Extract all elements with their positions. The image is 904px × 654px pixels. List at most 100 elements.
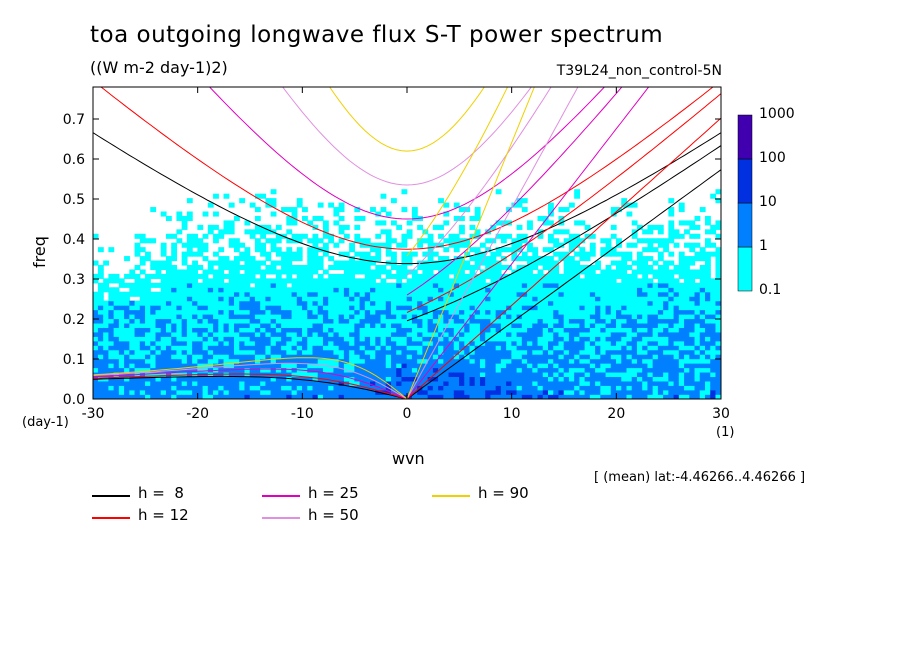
heatmap-cell <box>647 282 654 288</box>
heatmap-cell <box>124 380 130 386</box>
heatmap-cell <box>647 247 654 253</box>
heatmap-cell <box>223 256 230 262</box>
heatmap-cell <box>317 260 324 266</box>
heatmap-cell <box>417 282 423 288</box>
heatmap-cell <box>647 389 654 395</box>
heatmap-cell <box>668 389 675 395</box>
heatmap-cell <box>459 389 465 395</box>
heatmap-cell <box>715 224 721 230</box>
heatmap-cell <box>589 327 596 333</box>
heatmap-cell <box>558 354 565 360</box>
heatmap <box>93 189 721 399</box>
heatmap-cell <box>370 305 376 311</box>
heatmap-cell <box>118 367 125 373</box>
heatmap-cell <box>317 354 324 360</box>
heatmap-cell <box>647 229 654 235</box>
heatmap-cell <box>642 291 649 297</box>
heatmap-cell <box>516 380 523 386</box>
heatmap-cell <box>254 247 261 253</box>
heatmap-cell <box>312 385 319 391</box>
heatmap-cell <box>474 385 481 391</box>
heatmap-cell <box>689 322 696 328</box>
heatmap-cell <box>254 389 261 395</box>
heatmap-cell <box>129 282 136 288</box>
heatmap-cell <box>705 385 711 391</box>
heatmap-cell <box>699 318 706 324</box>
heatmap-cell <box>380 318 387 324</box>
heatmap-cell <box>705 314 711 320</box>
heatmap-cell <box>411 358 418 364</box>
heatmap-cell <box>260 336 266 342</box>
heatmap-cell <box>139 309 146 315</box>
heatmap-cell <box>333 264 340 271</box>
heatmap-cell <box>699 264 706 271</box>
kelvin-curve <box>406 87 650 399</box>
heatmap-cell <box>134 327 141 333</box>
heatmap-cell <box>150 318 157 324</box>
heatmap-cell <box>626 296 633 302</box>
heatmap-cell <box>181 305 188 311</box>
heatmap-cell <box>385 367 392 373</box>
heatmap-cell <box>307 340 314 346</box>
heatmap-cell <box>532 380 539 386</box>
heatmap-cell <box>270 327 277 333</box>
heatmap-cell <box>281 340 287 346</box>
heatmap-cell <box>171 336 178 342</box>
heatmap-cell <box>333 309 340 315</box>
heatmap-cell <box>715 349 721 355</box>
heatmap-cell <box>286 349 293 355</box>
heatmap-cell <box>548 247 554 253</box>
heatmap-cell <box>558 291 565 297</box>
heatmap-cell <box>568 242 575 248</box>
heatmap-cell <box>485 385 492 391</box>
heatmap-cell <box>485 354 492 360</box>
heatmap-cell <box>354 224 361 230</box>
heatmap-cell <box>600 300 607 306</box>
heatmap-cell <box>260 314 266 320</box>
heatmap-cell <box>459 345 465 351</box>
heatmap-cell <box>307 260 314 266</box>
heatmap-cell <box>689 242 696 248</box>
heatmap-cell <box>145 380 151 386</box>
heatmap-cell <box>532 394 539 399</box>
heatmap-cell <box>207 278 214 284</box>
heatmap-cell <box>108 314 115 320</box>
heatmap-cell <box>322 331 329 337</box>
heatmap-cell <box>495 340 502 346</box>
heatmap-cell <box>568 300 575 306</box>
heatmap-cell <box>322 322 329 328</box>
heatmap-cell <box>647 363 654 369</box>
heatmap-cell <box>568 354 575 360</box>
heatmap-cell <box>595 389 601 395</box>
heatmap-cell <box>532 345 539 351</box>
heatmap-cell <box>401 340 408 346</box>
heatmap-cell <box>553 345 560 351</box>
heatmap-cell <box>401 233 408 239</box>
heatmap-cell <box>213 296 219 302</box>
heatmap-cell <box>270 264 277 271</box>
heatmap-cell <box>621 300 628 306</box>
heatmap-cell <box>286 278 293 284</box>
heatmap-cell <box>129 340 136 346</box>
heatmap-cell <box>145 336 151 342</box>
heatmap-cell <box>521 256 528 262</box>
heatmap-cell <box>600 380 607 386</box>
heatmap-cell <box>548 340 554 346</box>
heatmap-cell <box>684 300 690 306</box>
heatmap-cell <box>568 363 575 369</box>
heatmap-cell <box>495 349 502 355</box>
heatmap-cell <box>506 345 512 351</box>
heatmap-cell <box>631 345 638 351</box>
heatmap-cell <box>302 318 308 324</box>
heatmap-cell <box>354 380 361 386</box>
heatmap-cell <box>380 291 387 297</box>
heatmap-cell <box>249 331 256 337</box>
heatmap-cell <box>401 256 408 262</box>
heatmap-cell <box>579 296 586 302</box>
heatmap-cell <box>249 322 256 328</box>
heatmap-cell <box>668 331 675 337</box>
heatmap-cell <box>506 291 512 297</box>
heatmap-cell <box>490 314 497 320</box>
heatmap-cell <box>249 296 256 302</box>
heatmap-cell <box>710 376 717 382</box>
